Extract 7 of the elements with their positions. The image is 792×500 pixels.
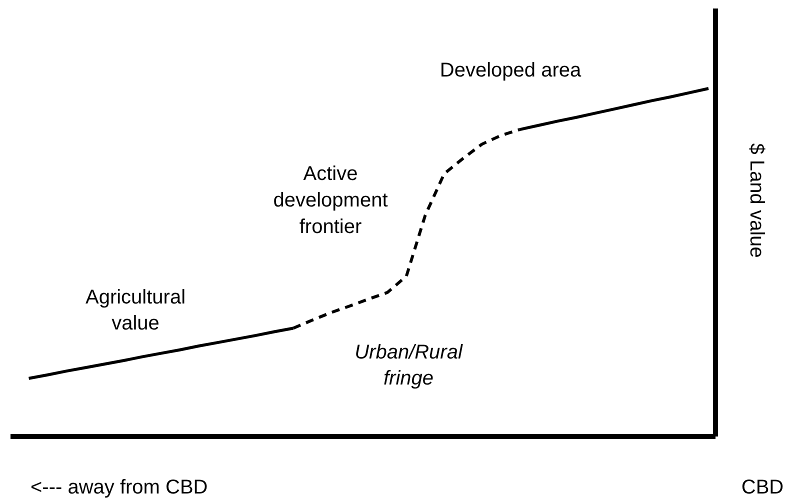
x-axis-title: <--- away from CBD [30, 476, 208, 498]
annotation: Active development frontier [273, 163, 388, 238]
text: CBD [741, 476, 784, 498]
annotation: Agricultural value [85, 286, 186, 335]
y-axis-title: $ Land value [746, 143, 768, 258]
text: Developed area [440, 60, 582, 82]
annotation: Urban/Rural fringe [354, 341, 463, 390]
